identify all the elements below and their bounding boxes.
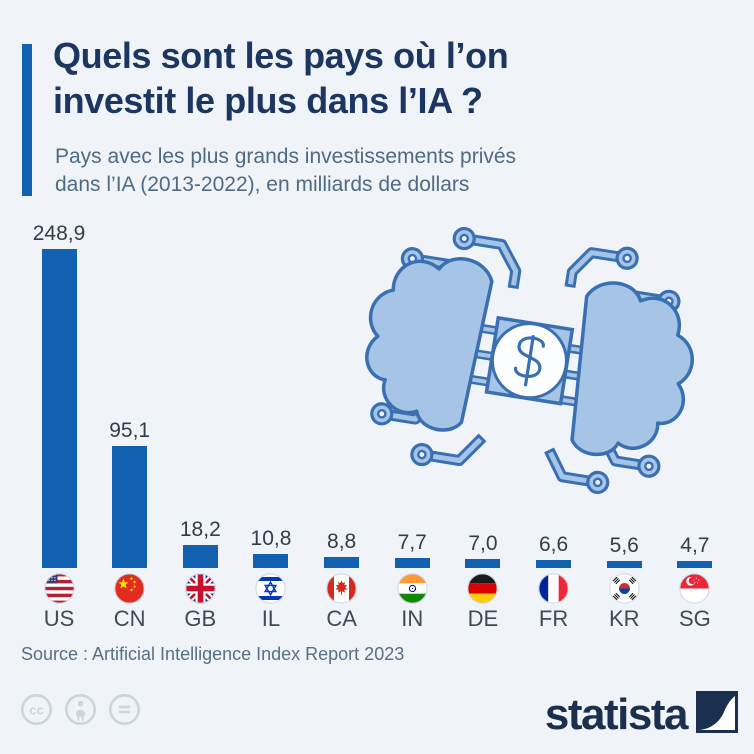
svg-text:cc: cc xyxy=(29,702,43,717)
value-label-cn: 95,1 xyxy=(109,419,151,442)
dollar-sign-icon xyxy=(513,334,545,387)
ai-brains-dollar-circuit-illustration xyxy=(365,226,694,495)
bar-column-kr: 5,6 KR xyxy=(589,222,659,632)
bar-us xyxy=(41,249,77,568)
value-label-gb: 18,2 xyxy=(179,518,221,541)
bar-kr xyxy=(606,561,642,568)
sg-flag-icon xyxy=(679,573,711,604)
bar-fr xyxy=(536,560,572,568)
attribution-icon xyxy=(65,694,96,725)
bar-ca xyxy=(324,557,360,568)
bar-column-gb: 18,2 GB xyxy=(165,222,235,632)
subtitle-line-1: Pays avec les plus grands investissement… xyxy=(55,145,517,168)
circuit-node-rings xyxy=(370,226,681,495)
country-code-label-fr: FR xyxy=(538,606,569,631)
country-code-label-kr: KR xyxy=(608,606,640,631)
bar-il xyxy=(253,554,289,568)
country-code-label-de: DE xyxy=(467,606,499,631)
il-flag-icon xyxy=(255,573,287,604)
value-label-il: 10,8 xyxy=(250,527,292,550)
kr-flag-icon xyxy=(609,573,640,604)
license-icons: cc xyxy=(20,693,141,726)
statista-logo: statista xyxy=(544,690,738,739)
page-title: Quels sont les pays où l’on investit le … xyxy=(53,33,509,123)
statista-logo-mark xyxy=(696,691,738,733)
country-code-label-ca: CA xyxy=(326,606,357,631)
bar-column-us: 248,9 US xyxy=(24,222,94,632)
value-label-us: 248,9 xyxy=(32,222,86,245)
bar-column-ca: 8,8 CA xyxy=(307,222,377,632)
bar-column-de: 7,0 DE xyxy=(448,222,518,632)
bar-column-il: 10,8 IL xyxy=(236,222,306,632)
bar-column-fr: 6,6 FR xyxy=(519,222,589,632)
country-code-label-il: IL xyxy=(261,606,281,631)
ca-flag-icon xyxy=(326,573,357,604)
country-code-label-us: US xyxy=(43,606,75,631)
value-label-fr: 6,6 xyxy=(538,533,569,556)
chart-subtitle: Pays avec les plus grands investissement… xyxy=(55,143,516,199)
left-brain-shape xyxy=(365,257,494,432)
gb-flag-icon xyxy=(185,573,216,604)
cc-icon: cc xyxy=(21,694,52,725)
source-line: Source : Artificial Intelligence Index R… xyxy=(21,644,405,664)
title-accent-bar xyxy=(22,44,32,196)
country-code-label-gb: GB xyxy=(184,606,217,631)
value-label-ca: 8,8 xyxy=(327,530,357,553)
country-code-label-cn: CN xyxy=(113,606,146,631)
bar-column-in: 7,7 IN xyxy=(377,222,447,632)
bar-cn xyxy=(112,446,148,568)
title-line-2: investit le plus dans l’IA ? xyxy=(53,80,483,121)
bar-chart: 248,9 US 95,1 CN 18,2 GB 10,8 IL 8,8 CA 7,7 I… xyxy=(24,222,730,632)
bar-gb xyxy=(182,545,218,568)
statista-wordmark: statista xyxy=(544,690,689,739)
no-derivatives-icon xyxy=(109,694,140,725)
right-brain-shape xyxy=(570,281,694,457)
value-label-kr: 5,6 xyxy=(609,534,639,557)
value-label-de: 7,0 xyxy=(468,532,498,555)
bar-in xyxy=(394,558,430,568)
value-label-in: 7,7 xyxy=(397,531,427,554)
subtitle-line-2: dans l’IA (2013-2022), en milliards de d… xyxy=(55,173,470,196)
bar-sg xyxy=(677,561,713,568)
country-code-label-in: IN xyxy=(401,606,424,631)
bar-de xyxy=(465,559,501,568)
de-flag-icon xyxy=(467,573,499,604)
title-line-1: Quels sont les pays où l’on xyxy=(53,35,509,76)
cn-flag-icon xyxy=(114,573,145,604)
country-code-label-sg: SG xyxy=(679,606,711,631)
value-label-sg: 4,7 xyxy=(680,534,710,557)
bar-column-cn: 95,1 CN xyxy=(95,222,165,632)
fr-flag-icon xyxy=(538,573,569,604)
in-flag-icon xyxy=(397,573,428,604)
bar-column-sg: 4,7 SG xyxy=(660,222,730,632)
us-flag-icon xyxy=(43,573,75,604)
